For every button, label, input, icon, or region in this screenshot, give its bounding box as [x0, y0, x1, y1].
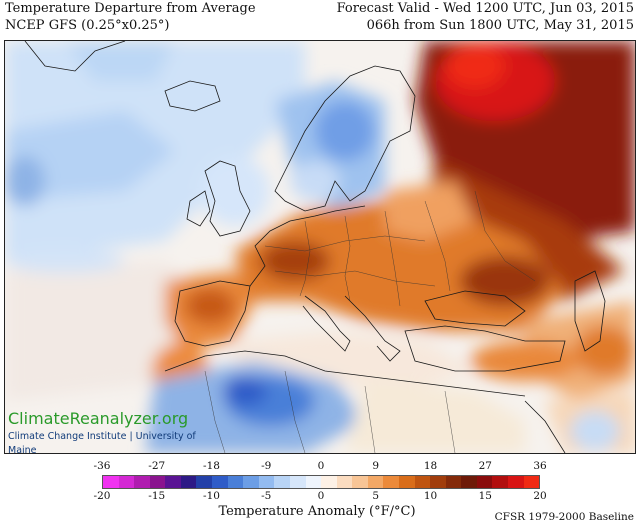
legend-title: Temperature Anomaly (°F/°C): [218, 504, 416, 519]
anomaly-field: [5, 41, 635, 453]
baseline-label: CFSR 1979-2000 Baseline: [494, 511, 634, 523]
fahrenheit-tick-label: 18: [423, 460, 438, 472]
anomaly-map: [4, 40, 636, 454]
map-svg: [5, 41, 635, 453]
fahrenheit-tick-label: -9: [261, 460, 272, 472]
colorbar-swatch: [103, 476, 119, 488]
celsius-tick-label: -15: [148, 490, 166, 502]
celsius-tick-label: -10: [203, 490, 220, 502]
fahrenheit-tick-label: -27: [148, 460, 166, 472]
country-borders: [204, 190, 536, 453]
fahrenheit-tick-label: 27: [478, 460, 492, 472]
colorbar-swatch: [461, 476, 477, 488]
colorbar-swatch: [274, 476, 290, 488]
celsius-tick-label: -20: [93, 490, 111, 502]
colorbar-swatch: [508, 476, 524, 488]
color-legend: -36 -27 -18 -9 0 9 18 27 36 -20 -15 -10 -5 0 5 10 15 20 …: [87, 460, 547, 520]
colorbar-swatch: [367, 476, 384, 488]
colorbar-swatch: [398, 476, 415, 488]
watermark: ClimateReanalyzer.org Climate Change Ins…: [8, 409, 218, 457]
colorbar-swatch: [336, 476, 353, 488]
colorbar-swatch: [212, 476, 228, 488]
forecast-valid-label: Forecast Valid - Wed 1200 UTC, Jun 03, 2…: [336, 1, 634, 16]
celsius-tick-label: 0: [317, 490, 325, 502]
fahrenheit-tick-label: 9: [372, 460, 380, 472]
colorbar-swatch: [476, 476, 493, 488]
climate-reanalyzer-logo: ClimateReanalyzer.org: [8, 409, 189, 428]
colorbar-swatch: [352, 476, 368, 488]
celsius-tick-label: 5: [372, 490, 380, 502]
celsius-tick-label: 10: [423, 490, 438, 502]
header-left: Temperature Departure from Average NCEP …: [5, 0, 256, 34]
map-title: Temperature Departure from Average: [5, 1, 256, 16]
celsius-tick-label: 15: [478, 490, 492, 502]
colorbar-swatch: [383, 476, 399, 488]
colorbar-swatch: [134, 476, 150, 488]
colorbar-swatch: [258, 476, 275, 488]
header-right: Forecast Valid - Wed 1200 UTC, Jun 03, 2…: [337, 0, 634, 34]
fahrenheit-tick-label: 36: [533, 460, 547, 472]
colorbar: [102, 475, 540, 489]
fahrenheit-tick-label: 0: [317, 460, 325, 472]
colorbar-swatch: [321, 476, 337, 488]
fahrenheit-tick-label: -18: [203, 460, 220, 472]
colorbar-swatch: [196, 476, 213, 488]
colorbar-swatch: [289, 476, 306, 488]
colorbar-swatch: [523, 476, 540, 488]
colorbar-swatch: [445, 476, 462, 488]
colorbar-swatch: [180, 476, 197, 488]
colorbar-swatch: [492, 476, 509, 488]
colorbar-swatch: [227, 476, 244, 488]
colorbar-swatch: [118, 476, 135, 488]
celsius-tick-label: -5: [261, 490, 272, 502]
coastlines: [24, 41, 606, 453]
institute-label: Climate Change Institute | University of…: [8, 431, 196, 456]
colorbar-swatch: [414, 476, 431, 488]
celsius-tick-label: 20: [533, 490, 547, 502]
lead-time-label: 066h from Sun 1800 UTC, May 31, 2015: [366, 18, 634, 33]
colorbar-swatch: [243, 476, 259, 488]
colorbar-swatch: [430, 476, 446, 488]
colorbar-swatch: [149, 476, 166, 488]
colorbar-swatch: [305, 476, 322, 488]
model-label: NCEP GFS (0.25°x0.25°): [5, 18, 170, 33]
fahrenheit-tick-label: -36: [93, 460, 111, 472]
colorbar-swatch: [165, 476, 181, 488]
